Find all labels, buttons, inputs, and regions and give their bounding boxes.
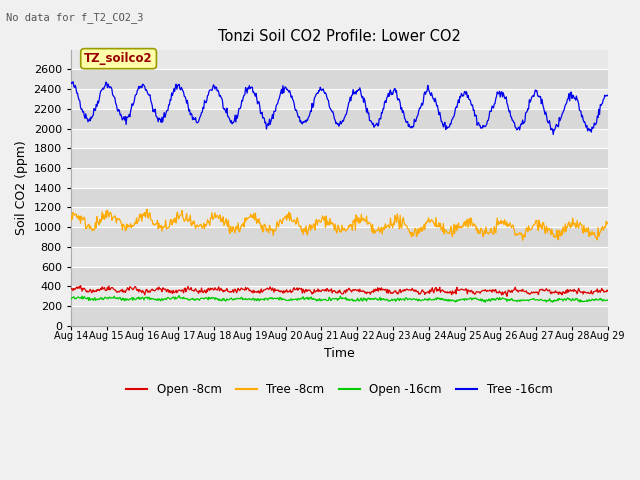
Bar (71, 89, 608, 109)
Bar (71, 306, 608, 326)
Open -16cm (216, 296, 223, 302)
Open -8cm (604, 288, 612, 294)
Line: Tree -8cm: Tree -8cm (71, 209, 608, 240)
Bar (71, 227, 608, 247)
Tree -16cm (405, 121, 413, 127)
Tree -16cm (77, 107, 85, 112)
Tree -16cm (69, 79, 77, 84)
Tree -16cm (67, 79, 75, 85)
Legend: Open -8cm, Tree -8cm, Open -16cm, Tree -16cm: Open -8cm, Tree -8cm, Open -16cm, Tree -… (122, 379, 557, 401)
Tree -16cm (549, 132, 557, 137)
Tree -8cm (143, 206, 151, 212)
Tree -8cm (519, 237, 527, 243)
Open -8cm (188, 285, 195, 290)
Bar (71, 207, 608, 227)
Tree -16cm (188, 110, 195, 116)
Open -8cm (216, 288, 223, 294)
Tree -8cm (67, 211, 75, 217)
Tree -16cm (216, 94, 223, 99)
Tree -16cm (132, 92, 140, 97)
Open -16cm (481, 300, 489, 305)
Open -8cm (405, 287, 413, 293)
Bar (71, 267, 608, 287)
Bar (71, 70, 608, 89)
Open -16cm (175, 293, 183, 299)
Bar (71, 148, 608, 168)
Tree -8cm (604, 220, 612, 226)
Open -16cm (405, 296, 413, 302)
Tree -8cm (188, 222, 195, 228)
Tree -8cm (216, 214, 223, 220)
Open -16cm (604, 298, 612, 303)
Bar (71, 129, 608, 148)
Open -8cm (77, 283, 84, 288)
Bar (71, 109, 608, 129)
Line: Tree -16cm: Tree -16cm (71, 82, 608, 134)
Open -16cm (77, 295, 84, 300)
Open -8cm (77, 285, 85, 291)
Text: TZ_soilco2: TZ_soilco2 (84, 52, 153, 65)
Title: Tonzi Soil CO2 Profile: Lower CO2: Tonzi Soil CO2 Profile: Lower CO2 (218, 29, 461, 44)
Open -16cm (67, 297, 75, 302)
Open -8cm (421, 291, 429, 297)
Tree -8cm (405, 228, 413, 234)
Open -16cm (421, 296, 429, 301)
Open -8cm (503, 293, 511, 299)
Line: Open -8cm: Open -8cm (71, 286, 608, 296)
X-axis label: Time: Time (324, 347, 355, 360)
Tree -8cm (77, 220, 84, 226)
Open -16cm (188, 296, 195, 302)
Bar (71, 247, 608, 267)
Tree -16cm (604, 92, 612, 98)
Open -8cm (67, 286, 75, 292)
Tree -8cm (421, 227, 429, 232)
Bar (71, 188, 608, 207)
Open -16cm (132, 297, 140, 302)
Tree -8cm (132, 221, 140, 227)
Tree -16cm (421, 89, 429, 95)
Line: Open -16cm: Open -16cm (71, 296, 608, 302)
Bar (71, 287, 608, 306)
Bar (71, 168, 608, 188)
Text: No data for f_T2_CO2_3: No data for f_T2_CO2_3 (6, 12, 144, 23)
Y-axis label: Soil CO2 (ppm): Soil CO2 (ppm) (15, 141, 28, 235)
Open -8cm (132, 287, 140, 293)
